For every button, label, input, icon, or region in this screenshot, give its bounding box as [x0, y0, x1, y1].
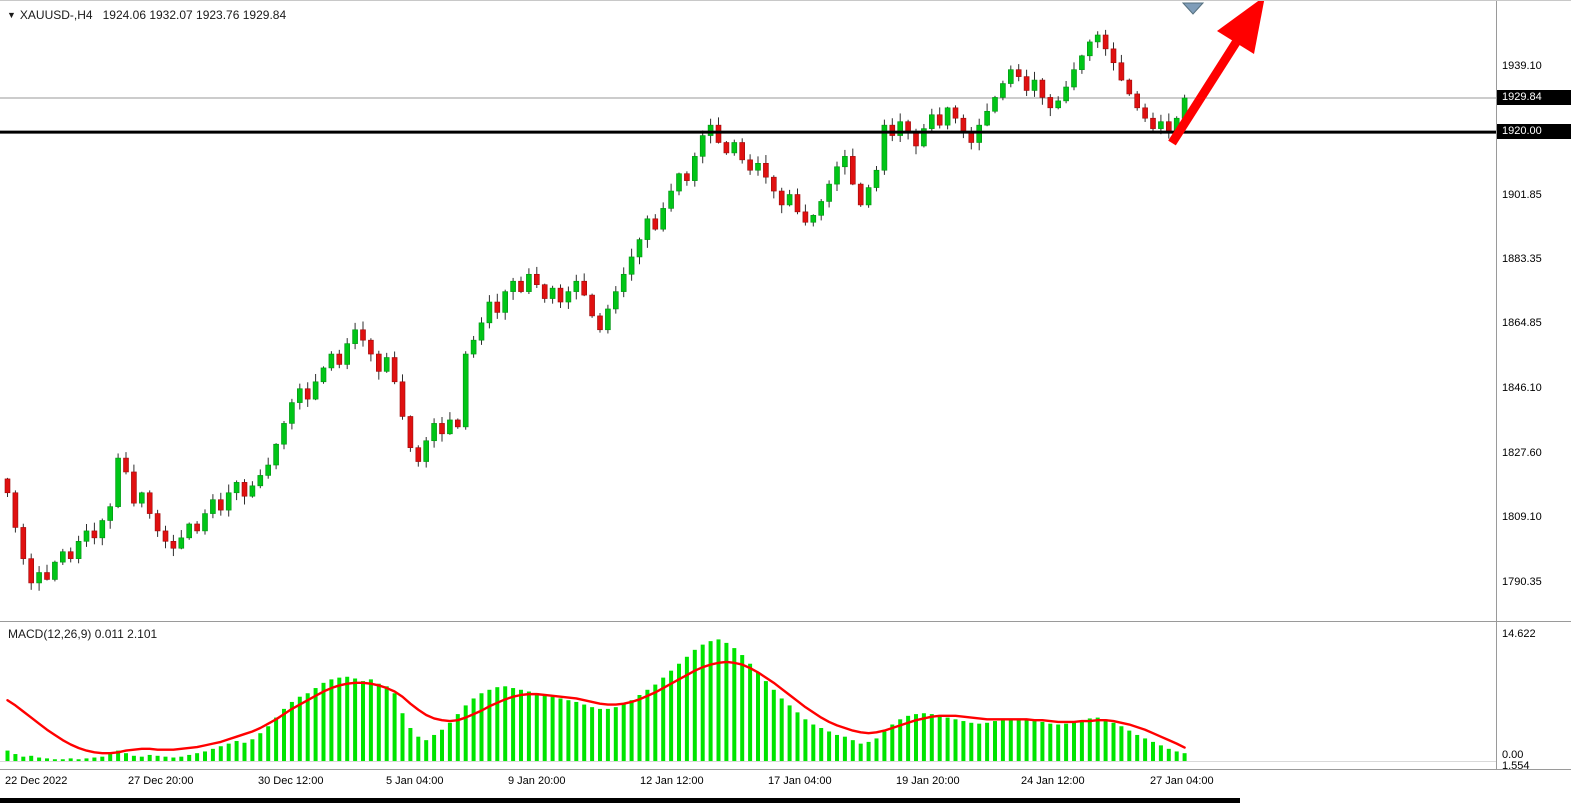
price-axis-label: 1846.10 — [1502, 382, 1542, 395]
time-axis-label: 27 Dec 20:00 — [128, 775, 194, 787]
up-arrow-icon — [1217, 1, 1265, 54]
price-axis-label: 1864.85 — [1502, 317, 1542, 330]
trend-arrow-shaft — [1168, 40, 1240, 146]
macd-indicator-label: MACD(12,26,9) 0.011 2.101 — [8, 627, 158, 641]
price-axis-label: 1809.10 — [1502, 510, 1542, 523]
price-axis-label: 1901.85 — [1502, 189, 1542, 202]
time-axis-label: 19 Jan 20:00 — [896, 775, 960, 787]
time-axis-label: 9 Jan 20:00 — [508, 775, 566, 787]
time-axis-label: 22 Dec 2022 — [5, 775, 68, 787]
macd-axis-label: 14.622 — [1502, 628, 1536, 640]
time-axis-label: 5 Jan 04:00 — [386, 775, 444, 787]
time-axis-label: 30 Dec 12:00 — [258, 775, 324, 787]
time-axis-label: 17 Jan 04:00 — [768, 775, 832, 787]
chart-header: ▼ XAUUSD-,H4 1924.06 1932.07 1923.76 1929.… — [7, 8, 286, 22]
price-axis-label: 1827.60 — [1502, 446, 1542, 459]
macd-axis-label: 0.00 — [1502, 749, 1524, 761]
price-axis-label: 1883.35 — [1502, 253, 1542, 266]
price-axis-label: 1790.35 — [1502, 575, 1542, 588]
time-axis-label: 27 Jan 04:00 — [1150, 775, 1214, 787]
ohlc-readout: 1924.06 1932.07 1923.76 1929.84 — [102, 8, 287, 22]
symbol-dropdown-icon[interactable]: ▼ — [7, 10, 16, 20]
top-triangle-marker — [1181, 2, 1205, 15]
time-axis-label: 12 Jan 12:00 — [640, 775, 704, 787]
current-price-tag: 1929.84 — [1497, 89, 1571, 105]
symbol-period-label: XAUUSD-,H4 — [19, 8, 93, 22]
bottom-black-bar — [0, 798, 1240, 803]
time-axis-label: 24 Jan 12:00 — [1021, 775, 1085, 787]
level-price-tag: 1920.00 — [1497, 124, 1571, 140]
price-axis-label: 1939.10 — [1502, 59, 1542, 72]
macd-axis-label: 1.554 — [1502, 760, 1530, 772]
